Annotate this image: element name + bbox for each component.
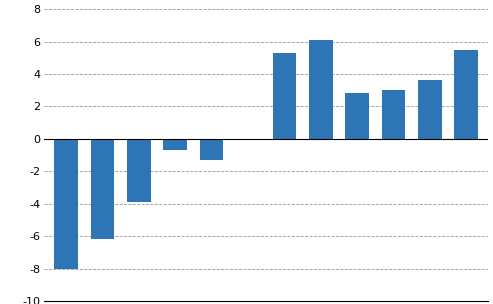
Bar bbox=[273, 53, 296, 139]
Bar bbox=[418, 81, 442, 139]
Bar bbox=[54, 139, 78, 268]
Bar bbox=[345, 93, 369, 139]
Bar bbox=[164, 139, 187, 150]
Bar bbox=[127, 139, 151, 202]
Bar bbox=[382, 90, 405, 139]
Bar bbox=[200, 139, 223, 160]
Bar bbox=[309, 40, 333, 139]
Bar bbox=[91, 139, 114, 239]
Bar bbox=[236, 139, 260, 140]
Bar bbox=[455, 50, 478, 139]
